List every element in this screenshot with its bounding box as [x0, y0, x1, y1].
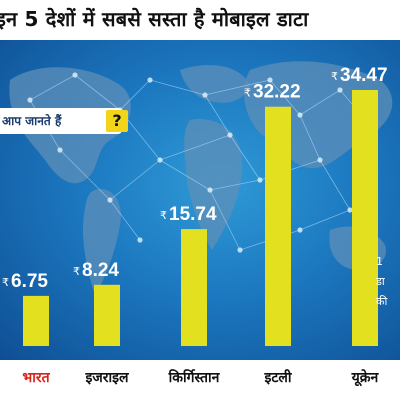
- network-node: [207, 187, 213, 193]
- network-line: [109, 199, 141, 241]
- network-line: [319, 159, 351, 211]
- network-line: [159, 159, 211, 191]
- category-label-israel: इजराइल: [85, 370, 129, 386]
- network-line: [149, 79, 206, 96]
- currency-symbol-israel: ₹: [73, 265, 80, 278]
- network-line: [209, 179, 261, 191]
- network-line: [159, 134, 231, 161]
- value-label-ukraine: 34.47: [340, 65, 388, 86]
- network-node: [237, 247, 243, 253]
- category-label-italy: इटली: [264, 370, 292, 386]
- value-label-india: 6.75: [11, 271, 48, 292]
- bar-italy: [265, 106, 291, 347]
- quiz-badge: आप जानते हैं: [0, 108, 122, 134]
- network-node: [72, 72, 78, 78]
- bar-ukraine: [352, 90, 378, 346]
- value-label-israel: 8.24: [82, 260, 119, 281]
- network-line: [229, 134, 261, 181]
- network-line: [59, 149, 111, 201]
- network-node: [267, 77, 273, 83]
- network-line: [29, 74, 76, 101]
- network-node: [227, 132, 233, 138]
- network-line: [204, 94, 231, 136]
- currency-symbol-ukraine: ₹: [331, 70, 338, 83]
- network-line: [299, 114, 321, 161]
- network-line: [269, 79, 301, 116]
- network-node: [147, 77, 153, 83]
- network-node: [337, 87, 343, 93]
- network-line: [299, 209, 351, 231]
- value-label-kyrgyzstan: 15.74: [169, 204, 217, 225]
- world-map-background: [9, 61, 393, 295]
- network-node: [257, 177, 263, 183]
- question-mark-icon: ?: [106, 110, 128, 132]
- network-node: [57, 147, 63, 153]
- network-line: [119, 79, 151, 111]
- bars-layer: ₹6.75 ₹8.24₹ 15.74₹ 32.22₹ 34.47: [2, 65, 388, 347]
- currency-symbol-italy: ₹: [244, 87, 251, 100]
- bar-israel: [94, 284, 120, 346]
- bar-kyrgyzstan: [181, 229, 207, 346]
- category-label-kyrgyzstan: किर्गिस्तान: [168, 370, 220, 386]
- network-node: [202, 92, 208, 98]
- network-node: [297, 112, 303, 118]
- bar-india: [23, 295, 49, 346]
- network-node: [137, 237, 143, 243]
- network-node: [27, 97, 33, 103]
- network-line: [299, 89, 341, 116]
- currency-symbol-india: ₹: [2, 276, 9, 289]
- side-note: 1 डा की: [376, 252, 400, 312]
- quiz-text: आप जानते हैं: [2, 114, 62, 128]
- network-line: [204, 79, 271, 96]
- network-line: [209, 189, 241, 251]
- network-node: [317, 157, 323, 163]
- category-label-row: भारत इजराइल किर्गिस्तान इटली यूक्रेन: [0, 360, 400, 400]
- network-node: [107, 197, 113, 203]
- currency-symbol-kyrgyzstan: ₹: [160, 209, 167, 222]
- network-node: [347, 207, 353, 213]
- value-label-italy: 32.22: [253, 82, 301, 103]
- network-line: [74, 74, 121, 111]
- category-label-ukraine: यूक्रेन: [351, 370, 379, 386]
- network-line: [109, 159, 161, 201]
- side-note-line: की: [376, 295, 388, 308]
- side-note-line: डा: [376, 275, 385, 288]
- headline-banner: इन 5 देशों में सबसे सस्ता है मोबाइल डाटा: [0, 0, 400, 40]
- network-node: [297, 227, 303, 233]
- network-node: [157, 157, 163, 163]
- bar-chart: ₹6.75 ₹8.24₹ 15.74₹ 32.22₹ 34.47: [2, 61, 393, 347]
- chart-panel: ₹6.75 ₹8.24 ₹15.74 ₹32.22 ₹34.47 आप जानते है…: [0, 40, 400, 360]
- chart-title: इन 5 देशों में सबसे सस्ता है मोबाइल डाटा: [0, 7, 309, 31]
- category-label-india: भारत: [22, 370, 50, 386]
- side-note-line: 1: [376, 255, 383, 268]
